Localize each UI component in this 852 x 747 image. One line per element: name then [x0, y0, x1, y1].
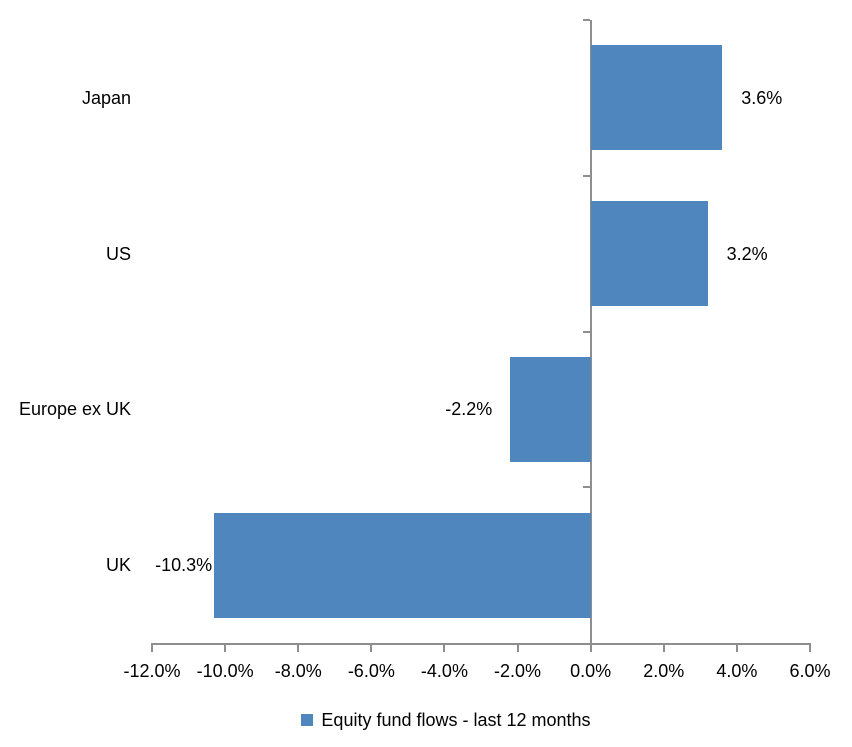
y-axis-tick [582, 486, 590, 489]
x-tick-label: 4.0% [716, 661, 758, 681]
x-tick-label: 6.0% [789, 661, 831, 681]
y-axis-tick [582, 330, 590, 333]
x-tick-label: 2.0% [643, 661, 685, 681]
category-label-us: US [105, 243, 131, 264]
category-label-europe-ex-uk: Europe ex UK [18, 399, 131, 420]
data-label-europe-ex-uk: -2.2% [445, 399, 493, 420]
y-axis-line [589, 20, 592, 652]
legend: Equity fund flows - last 12 months [20, 709, 852, 731]
x-axis-tick [297, 645, 300, 652]
x-tick-label: -6.0% [347, 661, 395, 681]
x-axis-tick [224, 645, 227, 652]
bar-europe-ex-uk [510, 356, 591, 462]
x-axis-tick [589, 645, 592, 652]
bar-japan [590, 45, 723, 151]
x-tick-label: -10.0% [196, 661, 254, 681]
x-axis-tick [516, 645, 519, 652]
x-axis-tick [735, 645, 738, 652]
x-axis-tick [443, 645, 446, 652]
y-axis-tick [582, 174, 590, 177]
legend-label: Equity fund flows - last 12 months [321, 710, 591, 730]
category-label-japan: Japan [81, 87, 131, 108]
bar-us [590, 201, 708, 307]
data-label-uk: -10.3% [155, 555, 213, 576]
x-tick-label: -12.0% [123, 661, 181, 681]
x-axis-tick [370, 645, 373, 652]
y-axis-tick [582, 19, 590, 21]
x-axis-tick [151, 645, 153, 652]
data-label-us: 3.2% [726, 243, 768, 264]
x-tick-label: -4.0% [420, 661, 468, 681]
category-label-uk: UK [105, 555, 131, 576]
x-axis-line [151, 643, 811, 645]
x-tick-label: -8.0% [274, 661, 322, 681]
x-tick-label: 0.0% [570, 661, 612, 681]
x-axis-tick [662, 645, 665, 652]
bar-uk [214, 512, 591, 618]
x-axis-tick [809, 645, 811, 652]
data-label-japan: 3.6% [741, 87, 783, 108]
x-tick-label: -2.0% [494, 661, 542, 681]
legend-marker-square [301, 714, 314, 726]
